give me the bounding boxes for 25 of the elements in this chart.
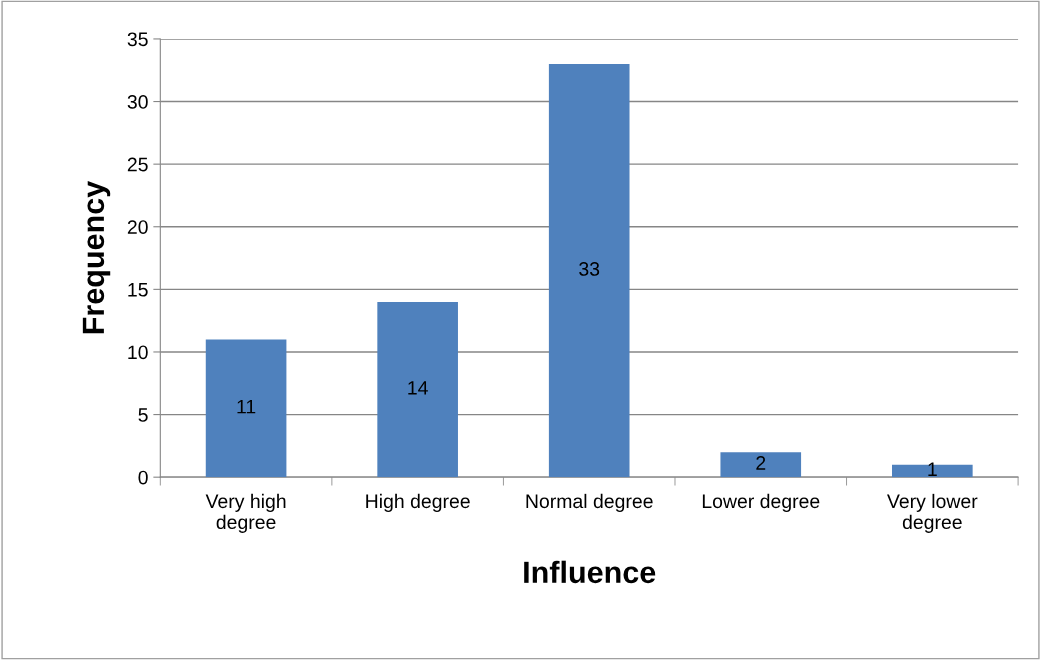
x-tick-label: Very lower degree [887, 493, 978, 533]
x-tick-label: Lower degree [702, 493, 820, 512]
y-tick-label: 20 [127, 220, 148, 234]
bar [892, 464, 973, 478]
y-tick-label: 0 [138, 470, 148, 485]
bar [548, 63, 630, 478]
data-label: 11 [237, 399, 256, 414]
bar [205, 339, 287, 478]
y-tick-label: 25 [127, 157, 148, 172]
y-tick-label: 5 [138, 408, 148, 422]
y-tick-label: 15 [128, 283, 148, 297]
data-label: 14 [408, 381, 428, 395]
x-tick-label: Normal degree [526, 493, 653, 512]
bar [720, 452, 802, 478]
y-tick-label: 10 [128, 345, 148, 360]
x-axis-title: Influence [524, 560, 656, 584]
x-tick-label: High degree [366, 493, 470, 512]
bar [377, 301, 458, 478]
y-axis-title: Frequency [82, 180, 111, 334]
x-tick-label: Very high degree [205, 493, 286, 533]
y-tick-label: 30 [127, 95, 148, 109]
data-label: 1 [928, 462, 937, 476]
data-label: 2 [756, 456, 766, 470]
y-tick-label: 35 [127, 32, 148, 47]
data-label: 33 [579, 262, 600, 276]
